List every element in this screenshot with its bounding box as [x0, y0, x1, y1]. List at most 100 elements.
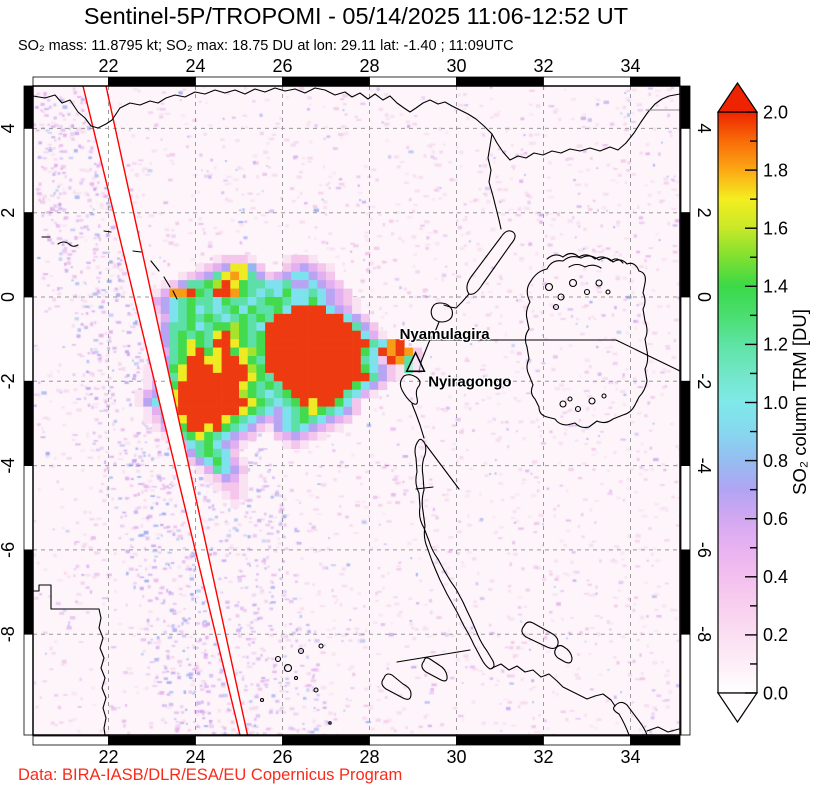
so2-cell: [178, 389, 188, 399]
so2-cell: [186, 347, 196, 357]
so2-cell: [299, 364, 309, 374]
so2-cell: [256, 423, 266, 433]
so2-cell: [343, 305, 353, 315]
so2-cell: [186, 431, 196, 441]
lon-tick-label-bottom: 22: [98, 747, 118, 767]
so2-cell: [299, 406, 309, 416]
so2-cell: [308, 415, 318, 424]
so2-cell: [256, 271, 266, 281]
river-dash-4: [132, 250, 142, 253]
lake-rukwa: [521, 621, 559, 650]
so2-cell: [265, 347, 275, 357]
so2-cell: [212, 389, 222, 399]
so2-cell: [352, 347, 362, 357]
so2-cell: [308, 431, 318, 441]
so2-cell: [326, 415, 335, 424]
so2-cell: [212, 313, 222, 323]
so2-cell: [256, 398, 266, 407]
so2-cell: [308, 339, 318, 348]
zebra-top: [369, 76, 457, 87]
so2-cell: [247, 339, 257, 348]
so2-cell: [265, 339, 275, 348]
so2-cell: [204, 431, 214, 441]
so2-cell: [212, 322, 222, 332]
colorbar-tick-label: 1.4: [763, 277, 788, 297]
so2-cell: [178, 280, 188, 289]
swath-line-left: [82, 85, 241, 736]
so2-cell: [273, 313, 283, 323]
so2-cell: [195, 313, 205, 323]
so2-cell: [352, 297, 362, 306]
so2-cell: [152, 406, 161, 416]
so2-cell: [360, 372, 370, 382]
so2-cell: [230, 356, 240, 365]
so2-cell: [230, 423, 240, 433]
so2-cell: [265, 389, 275, 399]
so2-cell: [230, 347, 240, 357]
so2-cell: [326, 347, 335, 357]
so2-cell: [160, 288, 170, 298]
so2-cell: [195, 364, 205, 374]
lat-tick-label-right: -4: [694, 458, 714, 474]
so2-cell: [360, 339, 370, 348]
so2-cell: [221, 263, 231, 273]
so2-cell: [212, 364, 222, 374]
so2-cell: [247, 389, 257, 399]
so2-cell: [195, 263, 205, 273]
zebra-left: [23, 85, 34, 129]
so2-cell: [299, 381, 309, 391]
so2-cell: [317, 398, 327, 407]
so2-cell: [291, 356, 301, 365]
so2-cell: [221, 398, 231, 407]
so2-cell: [212, 280, 222, 289]
so2-cell: [160, 347, 170, 357]
so2-cell: [317, 322, 327, 332]
so2-cell: [317, 406, 327, 416]
lon-tick-label-top: 34: [620, 56, 640, 76]
so2-cell: [256, 381, 266, 391]
lake-victoria: [524, 255, 649, 429]
so2-cell: [265, 364, 275, 374]
so2-cell: [265, 398, 275, 407]
so2-cell: [360, 347, 370, 357]
so2-cell: [230, 448, 240, 458]
victoria-island: [595, 279, 603, 287]
so2-cell: [247, 356, 257, 365]
so2-cell: [239, 356, 248, 365]
so2-cell: [352, 356, 362, 365]
so2-cell: [291, 322, 301, 332]
so2-cell: [343, 330, 353, 340]
so2-cell: [221, 423, 231, 433]
so2-cell: [230, 474, 240, 483]
zebra-left: [23, 549, 34, 635]
so2-cell: [195, 457, 205, 466]
so2-cell: [239, 482, 248, 492]
so2-cell: [204, 271, 214, 281]
so2-cell: [134, 389, 144, 399]
so2-cell: [291, 280, 301, 289]
so2-cell: [212, 381, 222, 391]
so2-cell: [395, 356, 405, 365]
so2-cell: [386, 339, 396, 348]
so2-cell: [204, 448, 214, 458]
so2-cell: [265, 288, 275, 298]
so2-cell: [299, 347, 309, 357]
so2-cell: [334, 347, 344, 357]
so2-cell: [282, 406, 292, 416]
so2-cell: [369, 389, 379, 399]
so2-cell: [273, 347, 283, 357]
so2-cell: [317, 389, 327, 399]
so2-cell: [256, 322, 266, 332]
so2-cell: [299, 297, 309, 306]
so2-cell: [204, 398, 214, 407]
so2-cell: [291, 389, 301, 399]
so2-cell: [334, 415, 344, 424]
so2-cell: [169, 356, 179, 365]
so2-cell: [317, 288, 327, 298]
zebra-left: [23, 127, 34, 214]
so2-cell: [239, 440, 248, 450]
so2-cell: [308, 297, 318, 306]
so2-cell: [221, 254, 231, 264]
so2-cell: [221, 280, 231, 289]
so2-cell: [143, 415, 153, 424]
